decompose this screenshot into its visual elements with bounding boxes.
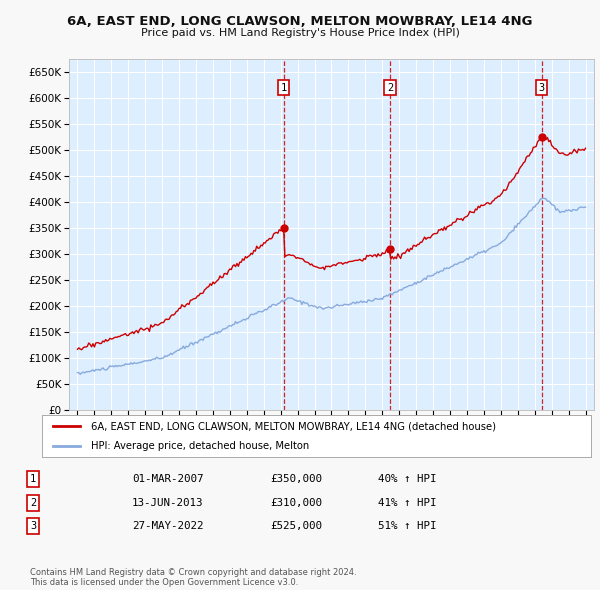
Text: £350,000: £350,000 [270, 474, 322, 484]
Text: 6A, EAST END, LONG CLAWSON, MELTON MOWBRAY, LE14 4NG (detached house): 6A, EAST END, LONG CLAWSON, MELTON MOWBR… [91, 421, 496, 431]
Text: 01-MAR-2007: 01-MAR-2007 [132, 474, 203, 484]
Text: HPI: Average price, detached house, Melton: HPI: Average price, detached house, Melt… [91, 441, 310, 451]
Text: Price paid vs. HM Land Registry's House Price Index (HPI): Price paid vs. HM Land Registry's House … [140, 28, 460, 38]
Text: 1: 1 [30, 474, 36, 484]
Text: 2: 2 [30, 498, 36, 507]
Text: Contains HM Land Registry data © Crown copyright and database right 2024.
This d: Contains HM Land Registry data © Crown c… [30, 568, 356, 587]
Text: 6A, EAST END, LONG CLAWSON, MELTON MOWBRAY, LE14 4NG: 6A, EAST END, LONG CLAWSON, MELTON MOWBR… [67, 15, 533, 28]
Text: 40% ↑ HPI: 40% ↑ HPI [378, 474, 437, 484]
Text: £310,000: £310,000 [270, 498, 322, 507]
Text: 2: 2 [387, 83, 393, 93]
Text: 3: 3 [30, 522, 36, 531]
Text: 3: 3 [539, 83, 545, 93]
Text: 51% ↑ HPI: 51% ↑ HPI [378, 522, 437, 531]
Text: 27-MAY-2022: 27-MAY-2022 [132, 522, 203, 531]
Text: 1: 1 [280, 83, 287, 93]
Text: 41% ↑ HPI: 41% ↑ HPI [378, 498, 437, 507]
Text: £525,000: £525,000 [270, 522, 322, 531]
Text: 13-JUN-2013: 13-JUN-2013 [132, 498, 203, 507]
